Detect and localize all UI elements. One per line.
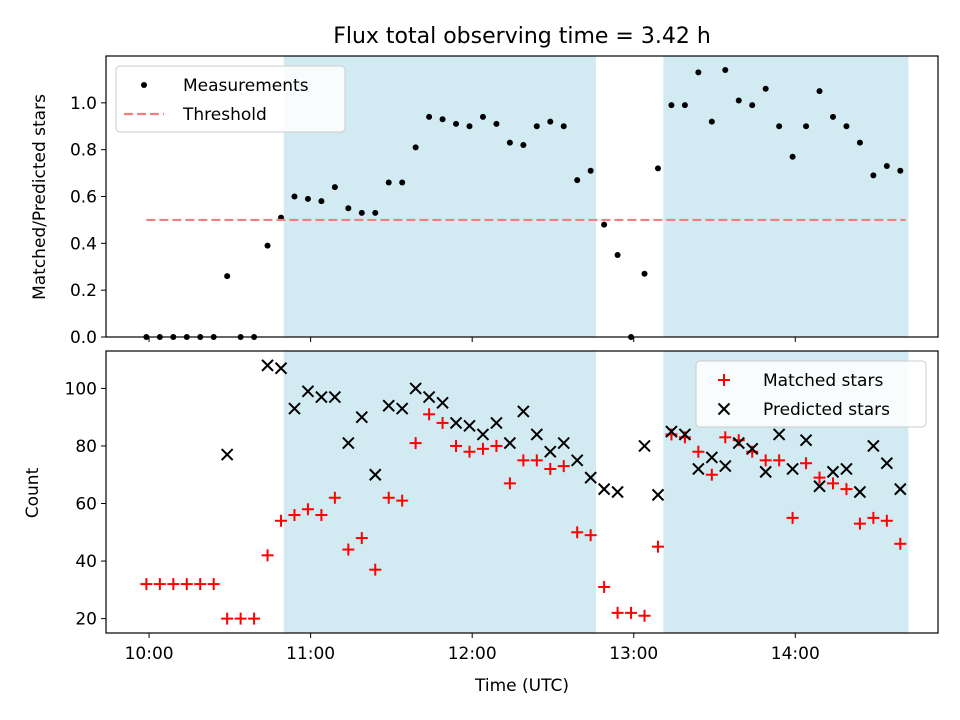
matched-star-marker <box>167 578 179 590</box>
measurement-point <box>736 97 742 103</box>
matched-star-marker <box>235 613 247 625</box>
top-y-tick-label: 0.2 <box>70 281 97 301</box>
bottom-y-tick-label: 40 <box>75 552 97 572</box>
top-y-tick-label: 0.0 <box>70 328 97 348</box>
y-axis-label-bottom: Count <box>23 467 43 518</box>
matched-star-marker <box>625 607 637 619</box>
matched-star-marker <box>262 549 274 561</box>
predicted-star-marker <box>262 360 273 371</box>
measurement-point <box>817 88 823 94</box>
predicted-star-marker <box>599 484 610 495</box>
predicted-star-marker <box>612 487 623 498</box>
measurement-point <box>682 102 688 108</box>
matched-star-marker <box>154 578 166 590</box>
matched-star-marker <box>221 613 233 625</box>
matched-star-marker <box>140 578 152 590</box>
measurement-point <box>332 184 338 190</box>
measurement-point <box>749 102 755 108</box>
legend-label: Predicted stars <box>763 400 890 420</box>
measurement-point <box>440 116 446 122</box>
measurement-point <box>480 114 486 120</box>
matched-star-marker <box>181 578 193 590</box>
matched-star-marker <box>639 610 651 622</box>
measurement-point <box>843 123 849 129</box>
matched-star-marker <box>194 578 206 590</box>
measurement-point <box>870 172 876 178</box>
measurement-point <box>426 114 432 120</box>
measurement-point <box>574 177 580 183</box>
measurement-point <box>386 179 392 185</box>
matched-star-marker <box>598 581 610 593</box>
measurement-point <box>345 205 351 211</box>
measurement-point <box>884 163 890 169</box>
bottom-y-tick-label: 100 <box>65 379 97 399</box>
measurement-point <box>776 123 782 129</box>
measurement-point <box>709 119 715 125</box>
measurement-point <box>722 67 728 73</box>
x-tick-label: 11:00 <box>286 644 335 664</box>
top-shaded-window <box>663 56 908 337</box>
x-tick-label: 13:00 <box>609 644 658 664</box>
measurement-point <box>615 252 621 258</box>
figure: Flux total observing time = 3.42 h 0.00.… <box>0 0 960 720</box>
measurement-point <box>493 121 499 127</box>
measurement-point <box>265 243 271 249</box>
measurement-point <box>520 142 526 148</box>
measurement-point <box>224 273 230 279</box>
measurement-point <box>668 102 674 108</box>
measurement-point <box>601 222 607 228</box>
legend-label: Measurements <box>183 76 309 96</box>
y-axis-label-top: Matched/Predicted stars <box>30 94 50 300</box>
predicted-star-marker <box>652 489 663 500</box>
top-y-tick-label: 0.4 <box>70 234 97 254</box>
legend-label: Matched stars <box>763 371 883 391</box>
measurement-point <box>291 194 297 200</box>
top-y-tick-label: 0.6 <box>70 188 97 208</box>
x-tick-label: 14:00 <box>771 644 820 664</box>
chart-title: Flux total observing time = 3.42 h <box>333 24 711 49</box>
matched-star-marker <box>208 578 220 590</box>
measurement-point <box>413 144 419 150</box>
top-y-tick-label: 0.8 <box>70 141 97 161</box>
measurement-point <box>642 271 648 277</box>
measurement-point <box>803 123 809 129</box>
bottom-y-tick-label: 80 <box>75 437 97 457</box>
measurement-point <box>547 119 553 125</box>
measurement-point <box>534 123 540 129</box>
predicted-star-marker <box>222 449 233 460</box>
measurement-point <box>453 121 459 127</box>
top-y-tick-label: 1.0 <box>70 94 97 114</box>
measurement-point <box>507 140 513 146</box>
x-axis-label: Time (UTC) <box>474 676 569 696</box>
matched-star-marker <box>652 541 664 553</box>
x-tick-label: 10:00 <box>125 644 174 664</box>
measurement-point <box>857 140 863 146</box>
bottom-y-tick-label: 60 <box>75 495 97 515</box>
measurement-point <box>790 154 796 160</box>
matched-star-marker <box>612 607 624 619</box>
predicted-star-marker <box>639 440 650 451</box>
measurement-point <box>561 123 567 129</box>
measurement-point <box>318 198 324 204</box>
top-legend: Measurements Threshold <box>116 66 345 132</box>
measurement-point <box>359 210 365 216</box>
measurement-point <box>372 210 378 216</box>
measurement-point <box>655 165 661 171</box>
bottom-y-tick-label: 20 <box>75 610 97 630</box>
measurement-point <box>695 69 701 75</box>
x-tick-label: 12:00 <box>448 644 497 664</box>
legend-label: Threshold <box>182 105 267 125</box>
bottom-legend: Matched stars Predicted stars <box>696 361 926 427</box>
measurement-point <box>897 168 903 174</box>
top-panel: 0.0 0.2 0.4 0.6 0.8 1.0 Measurements Threshold <box>70 56 938 348</box>
bottom-panel: 10:00 11:00 12:00 13:00 14:00 20 40 60 80 100 Matc… <box>65 351 938 664</box>
measurement-point <box>399 179 405 185</box>
legend-dot-swatch <box>141 82 147 88</box>
measurement-point <box>830 114 836 120</box>
measurement-point <box>466 123 472 129</box>
measurement-point <box>588 168 594 174</box>
measurement-point <box>763 86 769 92</box>
matched-star-marker <box>248 613 260 625</box>
measurement-point <box>305 196 311 202</box>
